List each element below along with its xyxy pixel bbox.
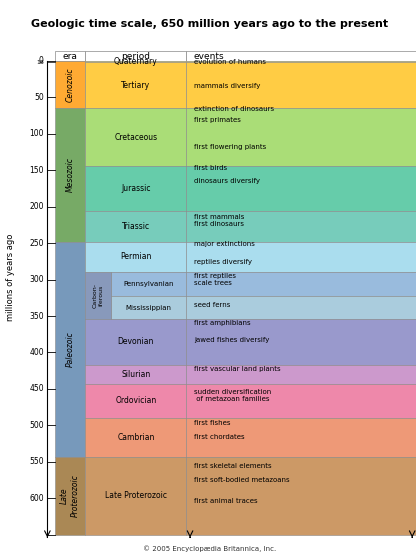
Text: Tertiary: Tertiary (121, 80, 150, 90)
Text: first birds: first birds (194, 165, 227, 171)
Text: era: era (63, 52, 77, 60)
Text: evolution of humans: evolution of humans (194, 59, 266, 65)
Text: first skeletal elements: first skeletal elements (194, 463, 271, 469)
Bar (186, 52, 416, 61)
Text: first fishes: first fishes (194, 420, 230, 426)
Text: first vascular land plants: first vascular land plants (194, 366, 280, 372)
Text: seed ferns: seed ferns (194, 302, 230, 308)
Text: dinosaurs diversify: dinosaurs diversify (194, 178, 260, 184)
Text: reptiles diversify: reptiles diversify (194, 259, 252, 265)
Bar (186, 62, 416, 108)
Bar (85, 319, 186, 365)
Text: millions of years ago: millions of years ago (6, 234, 15, 321)
Text: major extinctions: major extinctions (194, 241, 255, 248)
Text: 250: 250 (29, 239, 44, 248)
Bar (110, 273, 186, 296)
Text: Pennsylvanian: Pennsylvanian (123, 281, 174, 287)
Bar (85, 365, 186, 384)
Text: Jurassic: Jurassic (121, 184, 151, 193)
Bar (85, 61, 186, 62)
Text: 100: 100 (29, 129, 44, 138)
Text: Cenozoic: Cenozoic (66, 67, 74, 102)
Bar (110, 296, 186, 319)
Text: first dinosaurs: first dinosaurs (194, 221, 244, 228)
Text: Ordovician: Ordovician (115, 396, 157, 406)
Bar (186, 61, 416, 62)
Text: first flowering plants: first flowering plants (194, 144, 266, 150)
Text: period: period (121, 52, 150, 60)
Bar (55, 457, 85, 534)
Text: first primates: first primates (194, 117, 241, 123)
Text: scale trees: scale trees (194, 280, 231, 286)
Text: first chordates: first chordates (194, 433, 244, 440)
Text: 200: 200 (29, 202, 44, 211)
Text: mammals diversify: mammals diversify (194, 83, 260, 89)
Text: of metazoan families: of metazoan families (194, 396, 269, 402)
Bar (186, 241, 416, 273)
Bar (85, 52, 186, 61)
Text: 450: 450 (29, 385, 44, 393)
Bar (85, 384, 186, 418)
Bar (85, 241, 186, 273)
Bar (186, 211, 416, 241)
Text: Mississippian: Mississippian (126, 305, 171, 311)
Bar (186, 108, 416, 166)
Bar (85, 273, 110, 319)
Text: 50: 50 (34, 93, 44, 102)
Bar (186, 166, 416, 211)
Text: first soft-bodied metazoans: first soft-bodied metazoans (194, 477, 289, 483)
Text: Devonian: Devonian (118, 337, 154, 346)
Text: first reptiles: first reptiles (194, 273, 236, 279)
Text: 0: 0 (39, 57, 44, 65)
Text: 150: 150 (29, 166, 44, 175)
Bar (55, 52, 85, 61)
Text: 600: 600 (29, 494, 44, 503)
Text: Geologic time scale, 650 million years ago to the present: Geologic time scale, 650 million years a… (32, 19, 389, 29)
Text: extinction of dinosaurs: extinction of dinosaurs (194, 106, 274, 112)
Text: Mesozoic: Mesozoic (66, 158, 74, 193)
Text: Late
Proterozoic: Late Proterozoic (60, 475, 80, 517)
Text: Silurian: Silurian (121, 370, 150, 379)
Text: Late Proterozoic: Late Proterozoic (105, 491, 167, 500)
Bar (186, 384, 416, 418)
Bar (186, 365, 416, 384)
Text: events: events (194, 52, 224, 60)
Bar (186, 418, 416, 457)
Text: sudden diversification: sudden diversification (194, 388, 271, 395)
Text: 300: 300 (29, 275, 44, 284)
Bar (85, 108, 186, 166)
Text: Cretaceous: Cretaceous (114, 133, 158, 142)
Bar (85, 62, 186, 108)
Bar (55, 108, 85, 241)
Text: first mammals: first mammals (194, 214, 244, 220)
Bar (186, 457, 416, 534)
Bar (55, 241, 85, 457)
Bar (85, 211, 186, 241)
Bar (186, 296, 416, 319)
Text: Cambrian: Cambrian (117, 433, 155, 442)
Text: Quaternary: Quaternary (114, 57, 158, 66)
Text: jawed fishes diversify: jawed fishes diversify (194, 337, 269, 344)
Bar (85, 457, 186, 534)
Text: 500: 500 (29, 421, 44, 430)
Text: Carbon-
iferous: Carbon- iferous (92, 283, 103, 308)
Bar (55, 61, 85, 108)
Bar (186, 319, 416, 365)
Text: Paleozoic: Paleozoic (66, 331, 74, 367)
Bar (186, 273, 416, 296)
Text: Triassic: Triassic (122, 222, 150, 231)
Bar (85, 166, 186, 211)
Text: 350: 350 (29, 311, 44, 321)
Text: © 2005 Encyclopædia Britannica, Inc.: © 2005 Encyclopædia Britannica, Inc. (143, 546, 277, 552)
Text: first amphibians: first amphibians (194, 320, 250, 326)
Text: 18: 18 (36, 60, 44, 65)
Bar (85, 418, 186, 457)
Text: 550: 550 (29, 457, 44, 466)
Text: 400: 400 (29, 348, 44, 357)
Text: Permian: Permian (120, 253, 152, 261)
Text: first animal traces: first animal traces (194, 498, 257, 503)
